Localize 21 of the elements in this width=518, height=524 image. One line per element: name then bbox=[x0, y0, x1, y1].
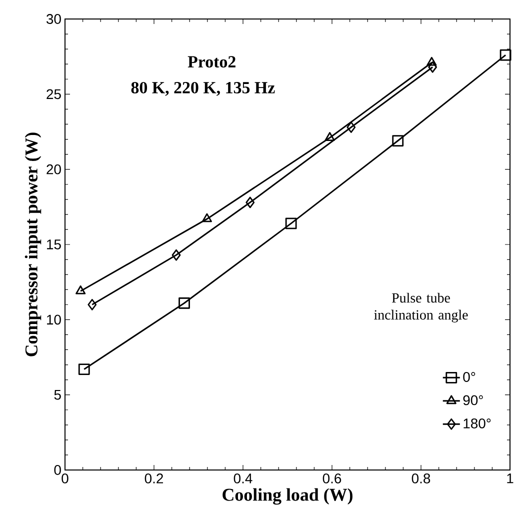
y-axis-title: Compressor input power (W) bbox=[24, 132, 42, 356]
y-tick-label: 15 bbox=[47, 240, 61, 250]
x-axis-title: Cooling load (W) bbox=[222, 488, 352, 505]
y-tick-label: 25 bbox=[46, 89, 61, 100]
x-tick-label: 0 bbox=[62, 474, 68, 484]
x-tick-label: 0.4 bbox=[234, 474, 252, 484]
x-tick-label: 1 bbox=[507, 474, 514, 484]
x-tick-label: 0.2 bbox=[144, 474, 163, 484]
legend-label: 90° bbox=[463, 395, 483, 406]
legend-label: 0° bbox=[463, 372, 476, 382]
x-tick-label: 0.8 bbox=[412, 474, 430, 484]
legend-title: Pulse tube inclination angle bbox=[374, 292, 468, 322]
annotation: 80 K, 220 K, 135 Hz bbox=[131, 82, 275, 96]
annotation: Proto2 bbox=[188, 56, 236, 68]
y-tick-label: 20 bbox=[46, 164, 61, 174]
y-tick-label: 30 bbox=[46, 14, 61, 24]
y-tick-label: 10 bbox=[47, 314, 61, 325]
legend-label: 180° bbox=[464, 418, 491, 428]
y-tick-label: 0 bbox=[54, 465, 61, 475]
x-tick-label: 0.6 bbox=[322, 474, 342, 484]
y-tick-label: 5 bbox=[54, 390, 61, 400]
